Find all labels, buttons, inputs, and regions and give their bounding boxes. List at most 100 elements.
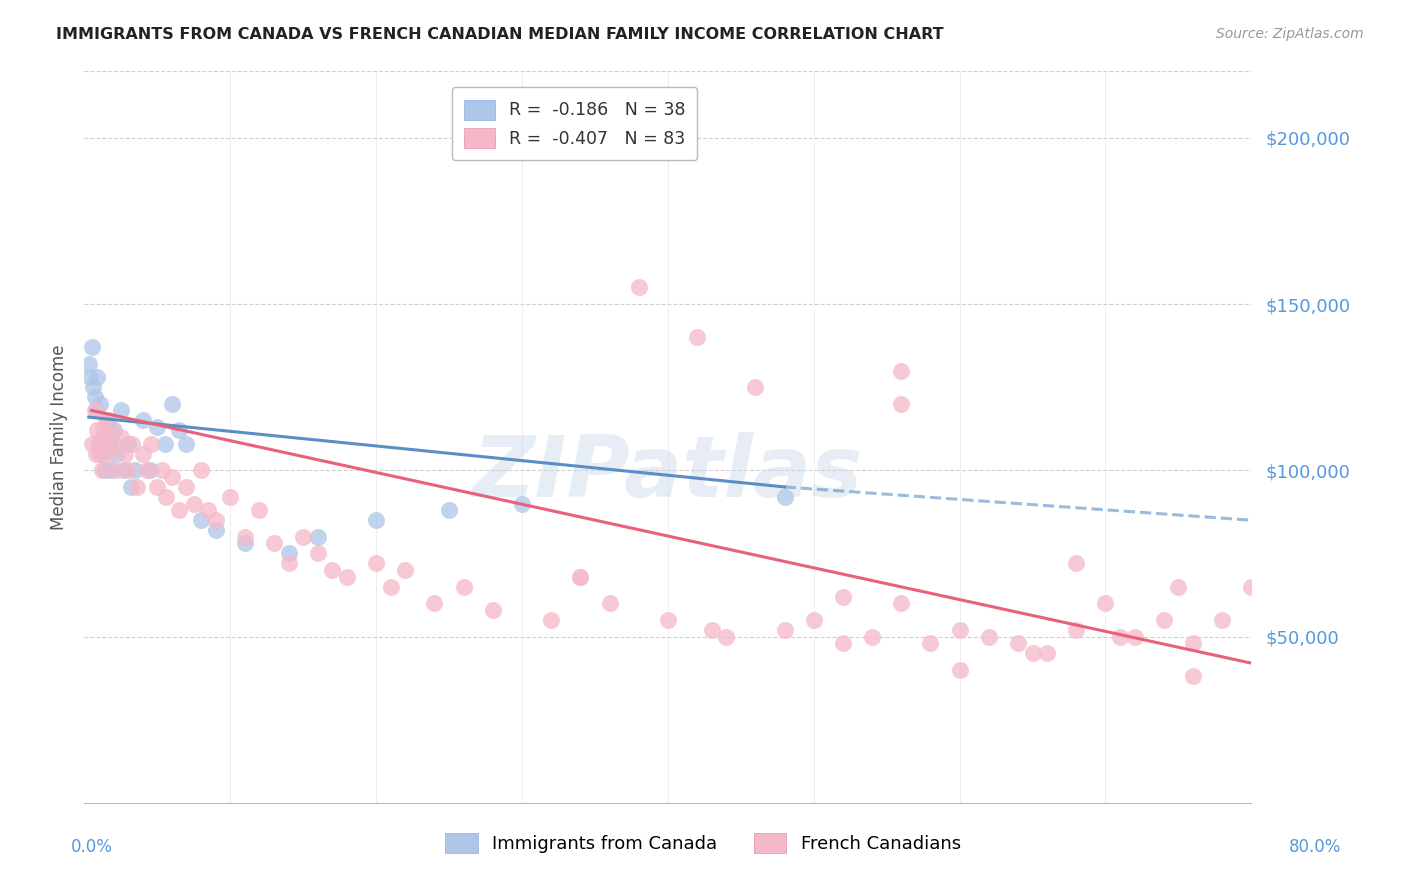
Point (80, 436, 103, 450)
Point (453, 580, 475, 594)
Point (773, 490, 796, 504)
Legend: Immigrants from Canada, French Canadians: Immigrants from Canada, French Canadians (439, 825, 967, 861)
Point (176, 480, 198, 494)
Point (100, 424, 122, 438)
Point (1182, 669, 1205, 683)
Point (1036, 646, 1059, 660)
Legend: R =  -0.186   N = 38, R =  -0.407   N = 83: R = -0.186 N = 38, R = -0.407 N = 83 (451, 87, 697, 161)
Point (83, 403, 105, 417)
Point (219, 490, 242, 504)
Point (103, 436, 125, 450)
Point (77, 357, 100, 371)
Point (569, 570, 592, 584)
Point (155, 490, 177, 504)
Point (1109, 630, 1132, 644)
Point (160, 470, 183, 484)
Point (132, 447, 155, 461)
Point (1153, 613, 1175, 627)
Point (277, 557, 299, 571)
Point (117, 436, 139, 450)
Point (686, 330, 709, 344)
Point (132, 413, 155, 427)
Point (197, 503, 219, 517)
Point (482, 603, 505, 617)
Point (90, 463, 112, 477)
Point (437, 503, 460, 517)
Point (94, 463, 117, 477)
Point (117, 463, 139, 477)
Point (510, 497, 533, 511)
Point (190, 513, 212, 527)
Point (569, 570, 592, 584)
Point (120, 480, 142, 494)
Point (84, 447, 107, 461)
Point (176, 436, 198, 450)
Point (977, 630, 1000, 644)
Point (832, 636, 855, 650)
Point (114, 447, 136, 461)
Text: Source: ZipAtlas.com: Source: ZipAtlas.com (1216, 27, 1364, 41)
Point (110, 403, 132, 417)
Point (1182, 636, 1205, 650)
Point (167, 424, 190, 438)
Point (321, 563, 343, 577)
Point (84, 403, 107, 417)
Point (890, 363, 912, 377)
Point (150, 463, 173, 477)
Point (136, 463, 159, 477)
Point (920, 636, 942, 650)
Point (949, 623, 972, 637)
Point (80, 340, 103, 354)
Point (91, 424, 114, 438)
Point (105, 447, 128, 461)
Point (1066, 623, 1088, 637)
Point (832, 590, 855, 604)
Point (146, 420, 169, 434)
Point (1123, 630, 1146, 644)
Point (716, 630, 738, 644)
Point (146, 480, 169, 494)
Point (153, 436, 176, 450)
Point (233, 536, 256, 550)
Point (394, 563, 416, 577)
Point (89, 447, 111, 461)
Point (190, 463, 212, 477)
Point (124, 463, 146, 477)
Point (1007, 636, 1029, 650)
Point (183, 497, 205, 511)
Point (1094, 596, 1116, 610)
Point (97, 413, 120, 427)
Point (94, 436, 117, 450)
Point (105, 463, 128, 477)
Point (949, 663, 972, 677)
Text: 80.0%: 80.0% (1288, 838, 1341, 855)
Point (277, 546, 299, 560)
Point (79, 370, 101, 384)
Point (96, 413, 118, 427)
Point (87, 436, 110, 450)
Point (627, 280, 650, 294)
Point (1211, 613, 1233, 627)
Y-axis label: Median Family Income: Median Family Income (51, 344, 69, 530)
Point (263, 536, 285, 550)
Point (125, 480, 148, 494)
Point (112, 463, 135, 477)
Point (1240, 580, 1263, 594)
Point (366, 557, 388, 571)
Point (90, 447, 112, 461)
Point (91, 430, 114, 444)
Point (87, 436, 110, 450)
Point (1167, 580, 1189, 594)
Point (86, 424, 108, 438)
Point (540, 613, 562, 627)
Text: IMMIGRANTS FROM CANADA VS FRENCH CANADIAN MEDIAN FAMILY INCOME CORRELATION CHART: IMMIGRANTS FROM CANADA VS FRENCH CANADIA… (56, 27, 943, 42)
Point (860, 630, 883, 644)
Point (890, 596, 912, 610)
Text: ZIPatlas: ZIPatlas (472, 432, 863, 516)
Point (773, 623, 796, 637)
Point (233, 530, 256, 544)
Point (82, 380, 104, 394)
Point (160, 397, 183, 411)
Point (366, 513, 388, 527)
Point (167, 503, 190, 517)
